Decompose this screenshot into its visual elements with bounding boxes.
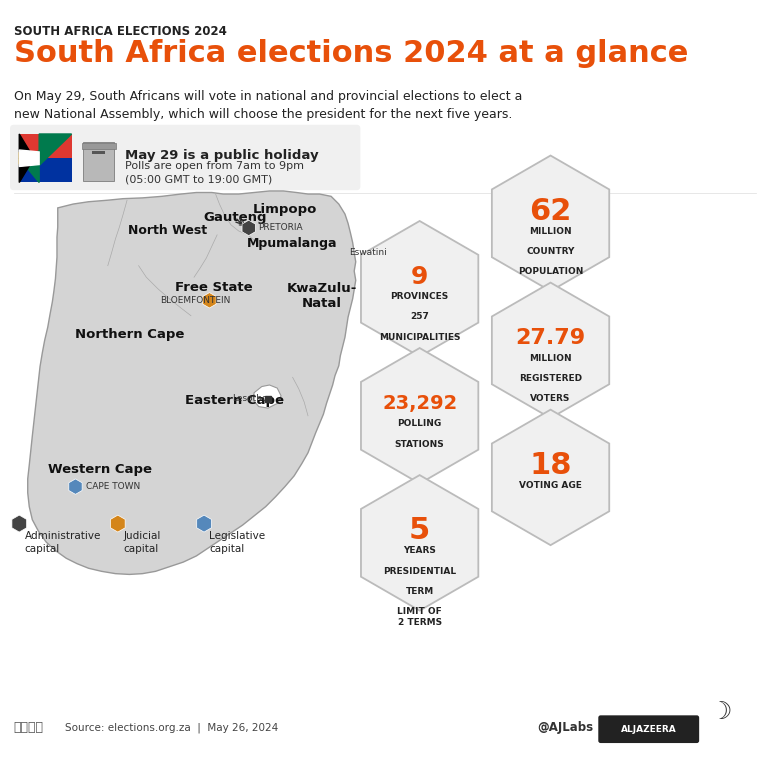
Bar: [82, 143, 116, 149]
Polygon shape: [492, 283, 609, 418]
Text: CAPE TOWN: CAPE TOWN: [86, 482, 140, 491]
Text: 27.79: 27.79: [515, 328, 586, 348]
Text: Lesotho: Lesotho: [233, 394, 268, 403]
Text: PRESIDENTIAL: PRESIDENTIAL: [383, 567, 456, 575]
Text: Polls are open from 7am to 9pm
(05:00 GMT to 19:00 GMT): Polls are open from 7am to 9pm (05:00 GM…: [125, 161, 303, 184]
Text: MILLION: MILLION: [529, 353, 572, 363]
Polygon shape: [19, 134, 34, 182]
Polygon shape: [69, 479, 82, 494]
Polygon shape: [253, 385, 281, 408]
Text: 9: 9: [411, 265, 428, 289]
Polygon shape: [203, 293, 216, 308]
Polygon shape: [361, 221, 478, 357]
Text: 23,292: 23,292: [382, 394, 457, 413]
Polygon shape: [19, 152, 36, 164]
Text: LIMIT OF
2 TERMS: LIMIT OF 2 TERMS: [397, 608, 442, 628]
Text: 62: 62: [529, 196, 572, 226]
Text: 257: 257: [410, 313, 429, 321]
Text: On May 29, South Africans will vote in national and provincial elections to elec: On May 29, South Africans will vote in n…: [14, 90, 522, 121]
Text: VOTERS: VOTERS: [531, 394, 571, 403]
Text: Eastern Cape: Eastern Cape: [186, 394, 284, 407]
Text: PRETORIA: PRETORIA: [258, 223, 303, 233]
Text: KwaZulu-
Natal: KwaZulu- Natal: [286, 283, 357, 310]
Text: COUNTRY: COUNTRY: [527, 247, 574, 256]
Text: Northern Cape: Northern Cape: [75, 329, 184, 341]
Text: VOTING AGE: VOTING AGE: [519, 480, 582, 490]
Polygon shape: [28, 191, 356, 574]
Polygon shape: [110, 515, 126, 532]
Text: Gauteng: Gauteng: [203, 211, 266, 223]
Text: ⒸⓘⓢⒶ: ⒸⓘⓢⒶ: [14, 721, 44, 734]
Text: YEARS: YEARS: [403, 546, 436, 555]
Polygon shape: [361, 348, 478, 484]
Text: MUNICIPALITIES: MUNICIPALITIES: [379, 333, 460, 342]
Text: REGISTERED: REGISTERED: [519, 374, 582, 383]
Text: @AJLabs: @AJLabs: [537, 721, 594, 734]
Polygon shape: [196, 515, 212, 532]
Text: Source: elections.org.za  |  May 26, 2024: Source: elections.org.za | May 26, 2024: [65, 722, 279, 733]
Text: STATIONS: STATIONS: [395, 440, 444, 448]
FancyBboxPatch shape: [10, 125, 360, 190]
Text: Mpumalanga: Mpumalanga: [247, 237, 338, 249]
Text: BLOEMFONTEIN: BLOEMFONTEIN: [160, 296, 230, 305]
Text: North West: North West: [129, 225, 207, 237]
Text: ALJAZEERA: ALJAZEERA: [621, 725, 676, 734]
Polygon shape: [19, 134, 72, 182]
Bar: [19, 159, 72, 182]
Text: May 29 is a public holiday: May 29 is a public holiday: [125, 149, 318, 162]
FancyBboxPatch shape: [598, 715, 699, 743]
Text: Limpopo: Limpopo: [253, 203, 317, 216]
Polygon shape: [492, 156, 609, 291]
Text: PROVINCES: PROVINCES: [390, 292, 449, 301]
Bar: [92, 152, 105, 154]
Text: 5: 5: [409, 516, 430, 545]
Bar: [19, 134, 72, 159]
Text: Eswatini: Eswatini: [350, 248, 387, 257]
Polygon shape: [242, 220, 256, 236]
Text: ☽: ☽: [708, 700, 731, 725]
Polygon shape: [361, 475, 478, 611]
Text: MILLION: MILLION: [529, 226, 572, 236]
Text: SOUTH AFRICA ELECTIONS 2024: SOUTH AFRICA ELECTIONS 2024: [14, 25, 226, 38]
Text: South Africa elections 2024 at a glance: South Africa elections 2024 at a glance: [14, 38, 688, 68]
Polygon shape: [492, 410, 609, 545]
Polygon shape: [12, 515, 27, 532]
Text: Legislative
capital: Legislative capital: [209, 531, 266, 554]
Text: POPULATION: POPULATION: [518, 267, 583, 276]
Text: TERM: TERM: [406, 587, 434, 596]
Bar: [83, 142, 114, 181]
Text: POLLING: POLLING: [397, 419, 442, 428]
Text: Administrative
capital: Administrative capital: [25, 531, 101, 554]
Text: 18: 18: [529, 450, 572, 480]
Polygon shape: [19, 150, 39, 166]
Text: Free State: Free State: [176, 282, 253, 294]
Text: Judicial
capital: Judicial capital: [123, 531, 161, 554]
Text: Western Cape: Western Cape: [48, 464, 152, 476]
